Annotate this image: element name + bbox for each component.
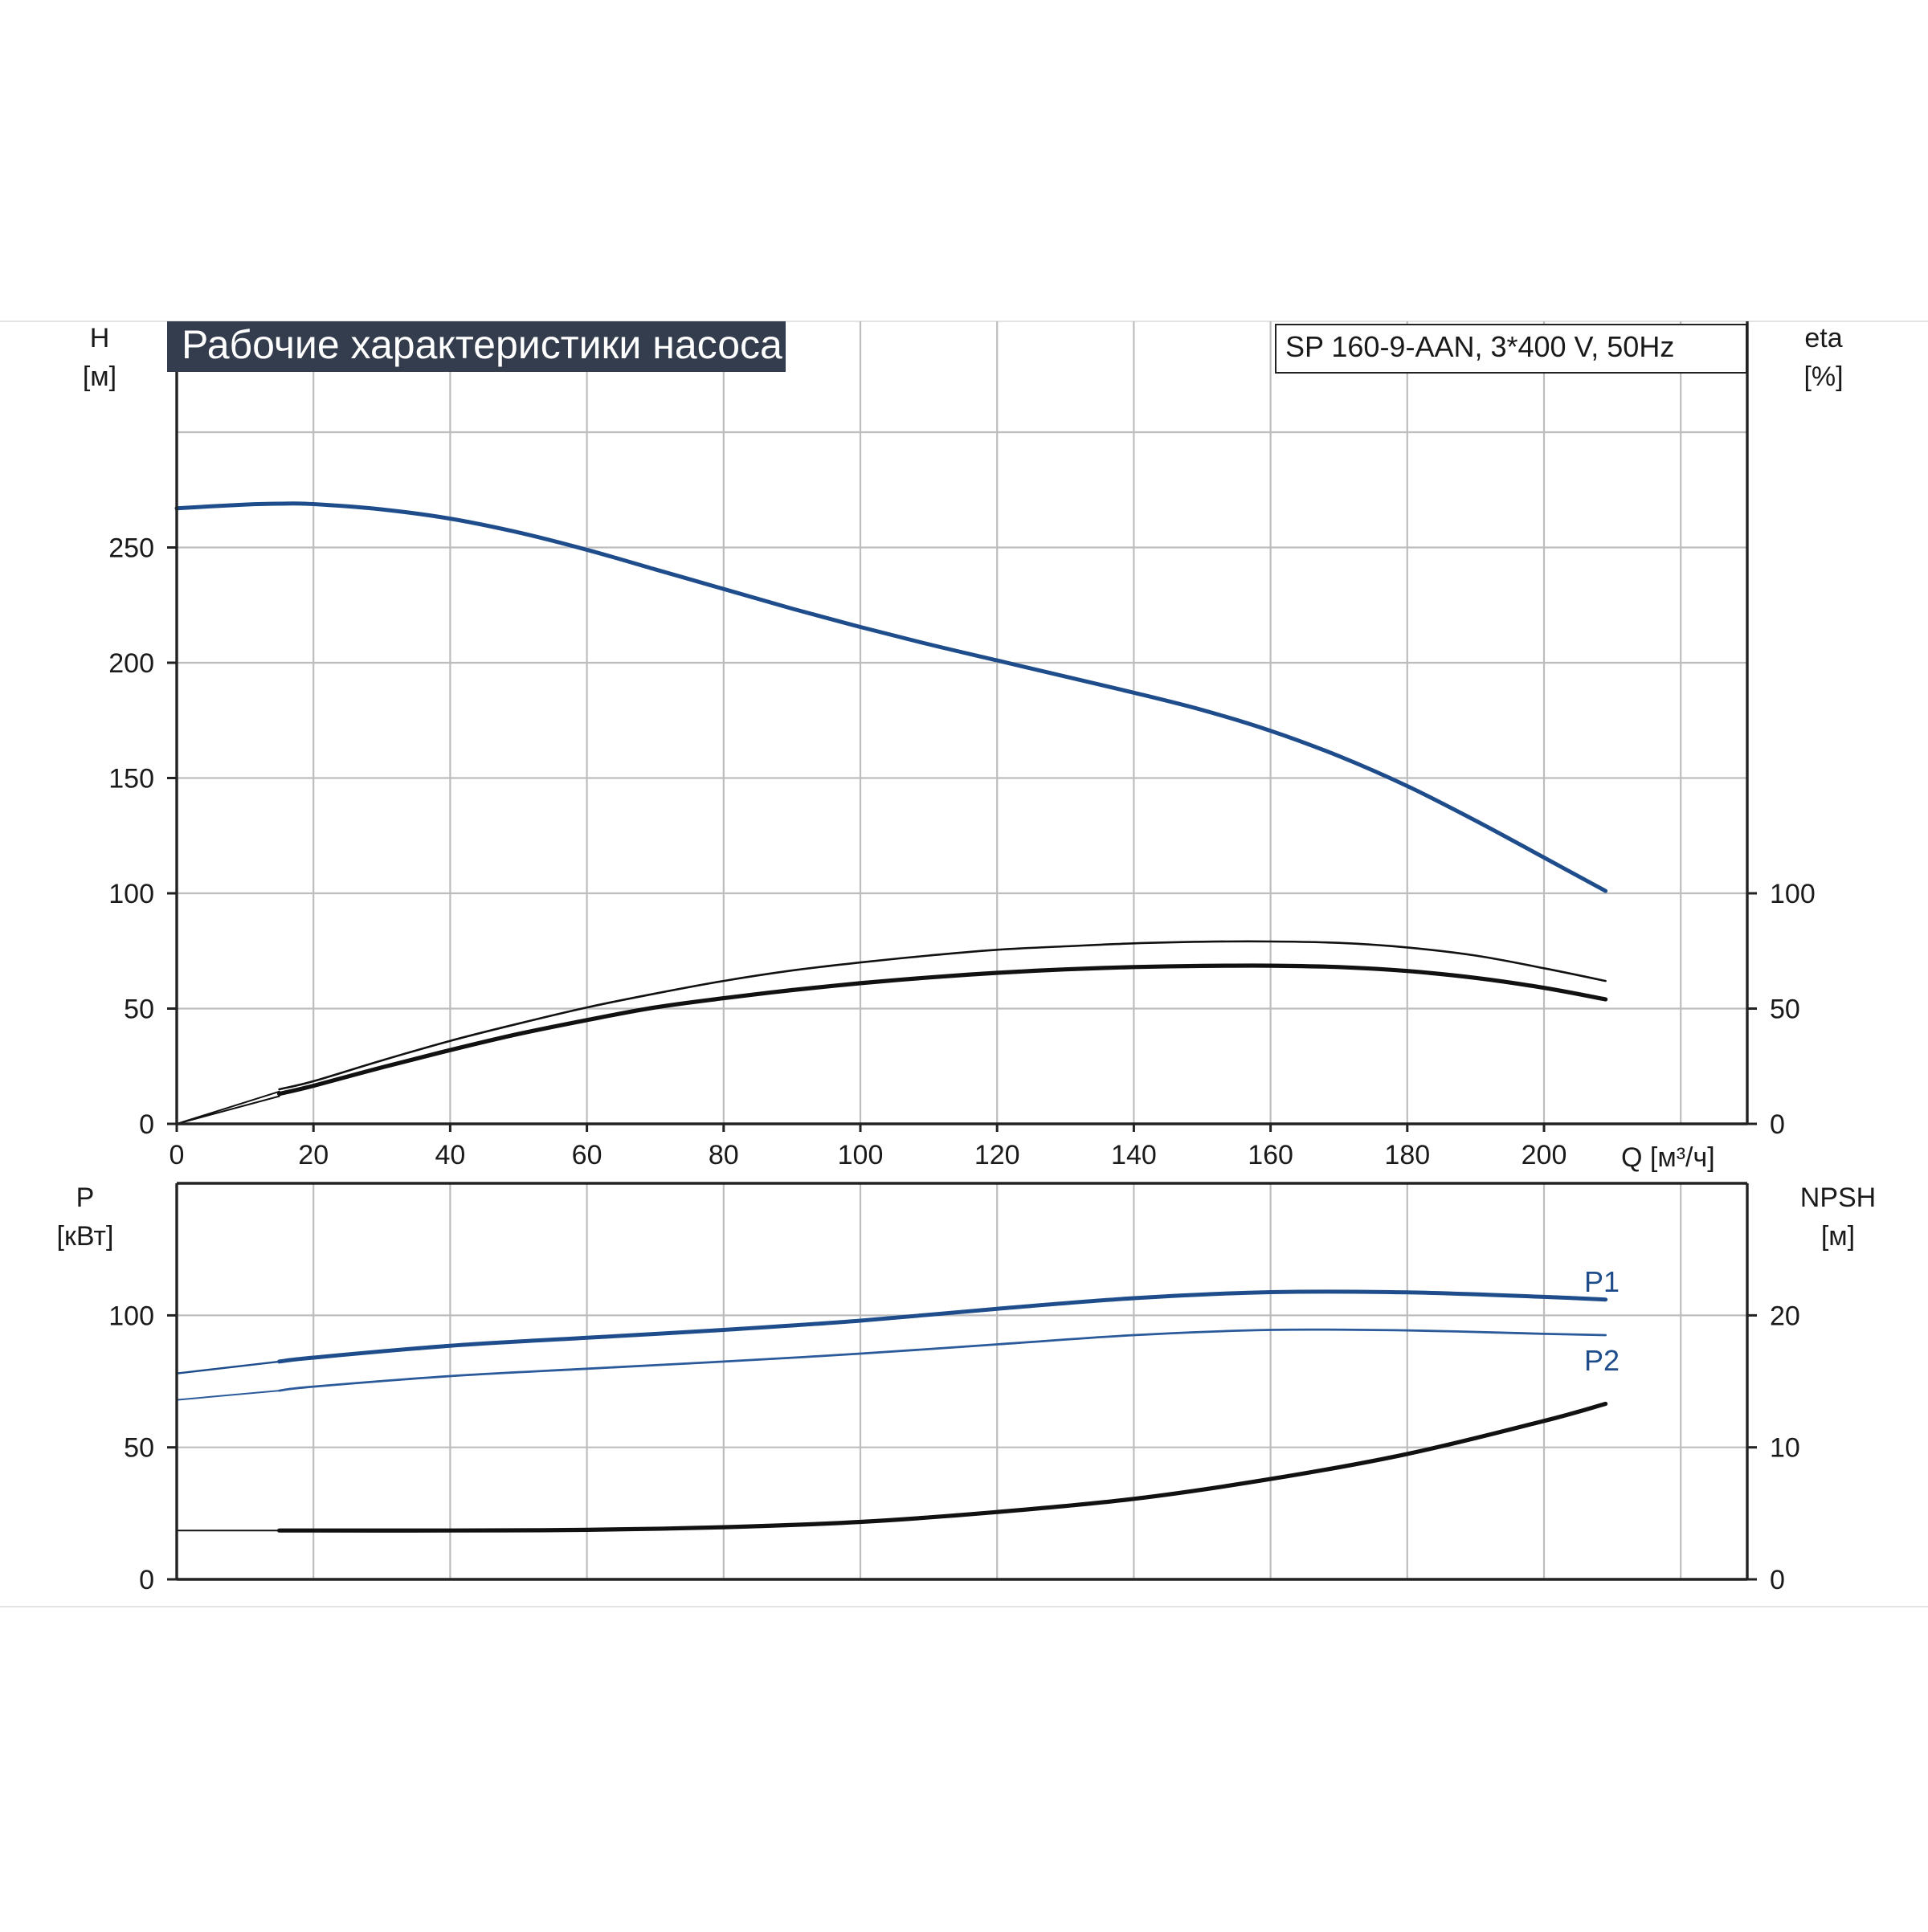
- chart-title-badge: [167, 321, 786, 372]
- p-axis-label: P: [76, 1182, 95, 1213]
- eta-axis-unit: [%]: [1803, 361, 1843, 392]
- p-tick-label: 0: [139, 1565, 154, 1595]
- p1-curve: [277, 1289, 1608, 1364]
- x-tick-label: 140: [1111, 1140, 1157, 1170]
- model-box: [1275, 324, 1747, 374]
- p2-lead-curve: [176, 1390, 280, 1401]
- lower-curves: [175, 1289, 1608, 1533]
- x-tick-label: 40: [435, 1140, 465, 1170]
- h-tick-label: 0: [139, 1109, 154, 1140]
- eta-tick-label: 100: [1770, 879, 1816, 909]
- head-curve: [174, 501, 1608, 893]
- h-tick-label: 150: [108, 764, 154, 794]
- eta-tick-label: 50: [1770, 995, 1800, 1025]
- p-tick-label: 100: [108, 1301, 154, 1331]
- npsh-curve: [277, 1401, 1608, 1533]
- x-tick-label: 180: [1384, 1140, 1430, 1170]
- chart-title: Рабочие характеристики насоса: [182, 322, 782, 367]
- p-axis-unit: [кВт]: [57, 1221, 114, 1252]
- q-axis-label: Q [м³/ч]: [1621, 1142, 1715, 1173]
- eta-axis-label: eta: [1804, 323, 1842, 353]
- x-tick-label: 100: [838, 1140, 884, 1170]
- npsh-axis-unit: [м]: [1821, 1221, 1855, 1252]
- npsh-tick-label: 20: [1770, 1301, 1800, 1331]
- p1-lead-curve: [175, 1360, 280, 1374]
- x-tick-label: 200: [1522, 1140, 1567, 1170]
- h-axis-unit: [м]: [83, 361, 116, 392]
- h-tick-label: 200: [108, 648, 154, 679]
- h-tick-label: 250: [108, 533, 154, 564]
- x-tick-label: 80: [709, 1140, 739, 1170]
- eta-tick-label: 0: [1770, 1109, 1785, 1140]
- x-tick-label: 0: [170, 1140, 185, 1170]
- lower-grid: [177, 1183, 1747, 1579]
- eta-bold-curve: [277, 963, 1608, 1097]
- npsh-tick-label: 0: [1770, 1565, 1785, 1595]
- tick-labels: 0 20 40 60 80 100 120 140 160 180 2000501001502002…: [108, 533, 1815, 1596]
- p2-curve: [278, 1328, 1607, 1392]
- upper-curves: [174, 501, 1608, 1125]
- x-tick-label: 120: [974, 1140, 1020, 1170]
- x-tick-label: 160: [1248, 1140, 1293, 1170]
- npsh-axis-label: NPSH: [1800, 1182, 1876, 1213]
- lower-axes: [167, 1182, 1757, 1581]
- x-tick-label: 60: [572, 1140, 602, 1170]
- h-tick-label: 50: [124, 995, 154, 1025]
- p1-curve-label: P1: [1584, 1265, 1620, 1298]
- x-tick-label: 20: [298, 1140, 329, 1170]
- npsh-tick-label: 10: [1770, 1433, 1800, 1464]
- h-tick-label: 100: [108, 879, 154, 909]
- upper-axes: [167, 321, 1757, 1132]
- model-label: SP 160-9-AAN, 3*400 V, 50Hz: [1285, 330, 1674, 363]
- p2-curve-label: P2: [1584, 1344, 1620, 1377]
- h-axis-label: H: [90, 323, 110, 353]
- eta-lead-lower-curve: [176, 1095, 280, 1125]
- eta-thin-curve: [278, 940, 1607, 1091]
- p-tick-label: 50: [124, 1433, 154, 1464]
- upper-grid: [177, 321, 1747, 1124]
